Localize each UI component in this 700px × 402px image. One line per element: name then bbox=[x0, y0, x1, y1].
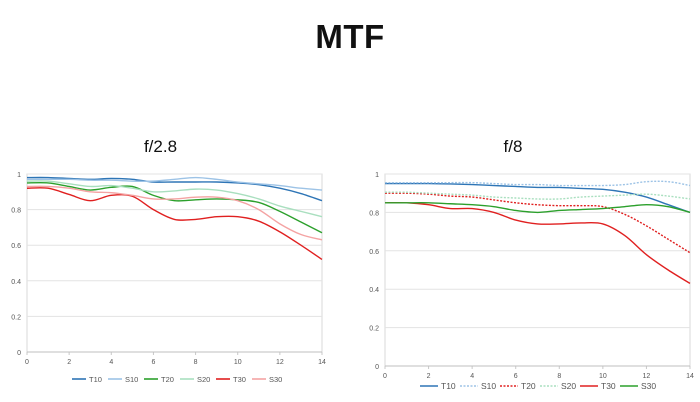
y-tick-label: 0 bbox=[375, 364, 379, 371]
legend-label: T10 bbox=[89, 375, 102, 384]
y-tick-label: 0.2 bbox=[369, 326, 379, 333]
legend-label: T30 bbox=[233, 375, 246, 384]
y-tick-label: 1 bbox=[17, 172, 21, 179]
series-line-s30 bbox=[26, 185, 323, 241]
x-tick-label: 14 bbox=[686, 373, 694, 380]
legend-label: T30 bbox=[601, 381, 616, 391]
x-tick-label: 12 bbox=[276, 359, 284, 366]
chart-title: f/8 bbox=[503, 137, 523, 156]
y-tick-label: 0.6 bbox=[369, 249, 379, 256]
x-tick-label: 10 bbox=[234, 359, 242, 366]
x-tick-label: 14 bbox=[318, 359, 326, 366]
chart-f8: f/8 0 0.2 0.4 0.6 0.8 1 0 2 4 6 8 10 12 14 T10 S10 T20 S2… bbox=[350, 132, 700, 402]
series-line-t30 bbox=[384, 201, 691, 285]
x-tick-label: 2 bbox=[427, 373, 431, 380]
legend-label: S20 bbox=[561, 381, 576, 391]
y-tick-label: 1 bbox=[375, 172, 379, 179]
y-tick-label: 0.4 bbox=[11, 279, 21, 286]
legend-label: S10 bbox=[481, 381, 496, 391]
x-tick-label: 12 bbox=[643, 373, 651, 380]
y-tick-label: 0.2 bbox=[11, 314, 21, 321]
series-line-s30 bbox=[385, 202, 691, 214]
series-line-t30 bbox=[26, 187, 323, 261]
x-tick-label: 4 bbox=[470, 373, 474, 380]
y-tick-label: 0.8 bbox=[11, 208, 21, 215]
chart-title: f/2.8 bbox=[143, 137, 178, 156]
x-tick-label: 10 bbox=[599, 373, 607, 380]
series-line-t10 bbox=[26, 176, 323, 202]
legend-label: T20 bbox=[161, 375, 174, 384]
x-tick-label: 2 bbox=[67, 359, 71, 366]
series-line-t20 bbox=[384, 192, 691, 254]
x-tick-label: 0 bbox=[25, 359, 29, 366]
series-line-s10 bbox=[384, 180, 691, 187]
legend-label: S10 bbox=[125, 375, 138, 384]
series-line-t20 bbox=[26, 181, 323, 234]
x-tick-label: 6 bbox=[151, 359, 155, 366]
series-line-s20 bbox=[384, 191, 691, 200]
legend-label: S30 bbox=[269, 375, 282, 384]
legend-label: T10 bbox=[441, 381, 456, 391]
series-line-s10 bbox=[27, 176, 323, 191]
legend-label: S30 bbox=[641, 381, 656, 391]
y-tick-label: 0.6 bbox=[11, 243, 21, 250]
legend-label: S20 bbox=[197, 375, 210, 384]
legend-label: T20 bbox=[521, 381, 536, 391]
x-tick-label: 8 bbox=[194, 359, 198, 366]
y-tick-label: 0.4 bbox=[369, 287, 379, 294]
y-tick-label: 0.8 bbox=[369, 210, 379, 217]
x-tick-label: 6 bbox=[514, 373, 518, 380]
y-tick-label: 0 bbox=[17, 350, 21, 357]
chart-f2-8: f/2.8 0 0.2 0.4 0.6 0.8 1 0 2 4 6 8 10 12 14 T10 S10 T20… bbox=[0, 132, 345, 402]
slide-title: MTF bbox=[315, 18, 385, 55]
series-line-s20 bbox=[26, 180, 323, 218]
series-line-t10 bbox=[384, 182, 691, 214]
x-tick-label: 0 bbox=[383, 373, 387, 380]
x-tick-label: 8 bbox=[557, 373, 561, 380]
x-tick-label: 4 bbox=[109, 359, 113, 366]
